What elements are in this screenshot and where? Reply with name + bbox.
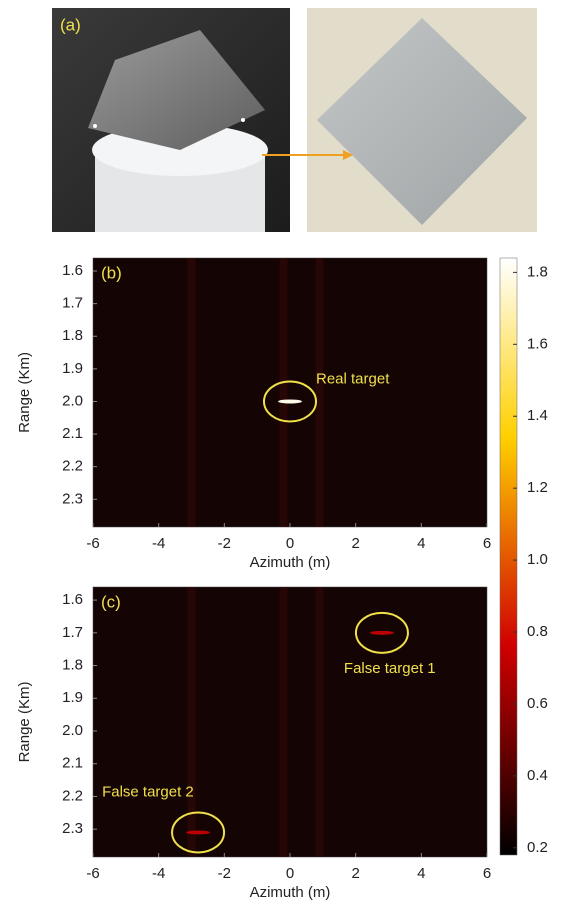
- y-tick-label: 1.7: [62, 295, 83, 312]
- colorbar: [500, 258, 517, 855]
- y-tick-label: 1.7: [62, 624, 83, 641]
- panel-label: (b): [101, 263, 122, 282]
- x-tick-label: -4: [152, 865, 165, 882]
- colorbar-tick-label: 0.2: [527, 839, 548, 856]
- y-tick-label: 2.3: [62, 820, 83, 837]
- x-tick-label: 2: [351, 865, 359, 882]
- clutter-stripe: [188, 258, 196, 527]
- y-tick-label: 1.9: [62, 360, 83, 377]
- colorbar-tick-label: 0.4: [527, 767, 548, 784]
- x-tick-label: 0: [286, 535, 294, 552]
- x-tick-label: 4: [417, 865, 425, 882]
- target: [186, 830, 210, 834]
- target-annotation: False target 1: [344, 660, 436, 677]
- x-tick-label: -6: [86, 865, 99, 882]
- target: [278, 399, 302, 403]
- figure: (a) 0.2 0.4 0.6 0.8 1.0 1.2 1.4 1.6 1.8 (b) -6 -4 -2…: [0, 0, 573, 907]
- photo-left: [52, 8, 290, 232]
- colorbar-tick-label: 0.6: [527, 695, 548, 712]
- y-tick-label: 2.2: [62, 787, 83, 804]
- y-tick-label: 2.3: [62, 490, 83, 507]
- y-tick-label: 1.8: [62, 327, 83, 344]
- y-tick-label: 2.2: [62, 458, 83, 475]
- colorbar-tick-label: 1.2: [527, 479, 548, 496]
- y-tick-label: 1.6: [62, 262, 83, 279]
- x-tick-label: 2: [351, 535, 359, 552]
- target-annotation: False target 2: [102, 783, 194, 800]
- y-tick-label: 1.6: [62, 591, 83, 608]
- x-tick-label: 6: [483, 535, 491, 552]
- clutter-stripe: [316, 587, 324, 857]
- x-axis-label: Azimuth (m): [250, 554, 331, 571]
- x-tick-label: -4: [152, 535, 165, 552]
- x-tick-label: 0: [286, 865, 294, 882]
- clutter-stripe: [279, 258, 287, 527]
- x-tick-label: -6: [86, 535, 99, 552]
- colorbar-tick-label: 1.6: [527, 335, 548, 352]
- y-tick-label: 2.1: [62, 425, 83, 442]
- colorbar-tick-label: 1.0: [527, 551, 548, 568]
- panel-label: (c): [101, 592, 121, 611]
- colorbar-tick-label: 0.8: [527, 623, 548, 640]
- photo-right: [307, 8, 537, 232]
- panel-label: (a): [60, 15, 81, 34]
- x-tick-label: -2: [218, 535, 231, 552]
- y-axis-label: Range (Km): [16, 352, 33, 433]
- clutter-stripe: [316, 258, 324, 527]
- x-axis-label: Azimuth (m): [250, 884, 331, 901]
- y-tick-label: 2.0: [62, 392, 83, 409]
- target: [370, 631, 394, 635]
- clutter-stripe: [188, 587, 196, 857]
- clutter-stripe: [279, 587, 287, 857]
- target-annotation: Real target: [316, 370, 390, 387]
- colorbar-tick-label: 1.4: [527, 407, 548, 424]
- y-tick-label: 2.1: [62, 755, 83, 772]
- plot-area: [93, 258, 487, 527]
- x-tick-label: -2: [218, 865, 231, 882]
- y-tick-label: 2.0: [62, 722, 83, 739]
- x-tick-label: 4: [417, 535, 425, 552]
- colorbar-tick-label: 1.8: [527, 263, 548, 280]
- y-tick-label: 1.9: [62, 689, 83, 706]
- plot-area: [93, 587, 487, 857]
- y-axis-label: Range (Km): [16, 682, 33, 763]
- x-tick-label: 6: [483, 865, 491, 882]
- y-tick-label: 1.8: [62, 657, 83, 674]
